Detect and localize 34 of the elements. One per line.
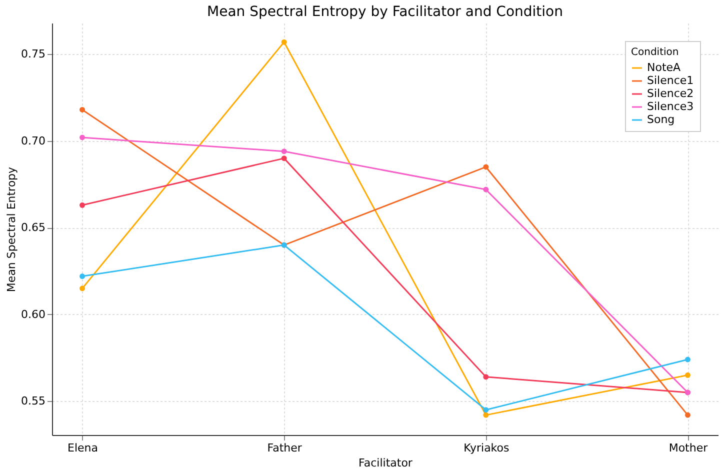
legend-label: Song [647, 113, 675, 126]
y-tick-label: 0.65 [21, 221, 46, 234]
point [483, 412, 489, 418]
y-tick-label: 0.75 [21, 48, 46, 61]
point [281, 156, 287, 162]
x-tick-label: Elena [68, 442, 98, 454]
legend-label: NoteA [647, 61, 682, 74]
legend-label: Silence3 [647, 100, 694, 113]
y-tick-label: 0.70 [21, 134, 46, 148]
legend-label: Silence1 [647, 74, 694, 87]
y-axis-title: Mean Spectral Entropy [5, 166, 18, 292]
point [80, 202, 86, 208]
point [80, 107, 86, 112]
point [80, 134, 86, 140]
point [483, 407, 489, 413]
point [483, 164, 489, 170]
point [684, 412, 690, 418]
y-tick-label: 0.60 [21, 308, 46, 321]
legend-title: Condition [631, 47, 679, 58]
point [80, 274, 86, 280]
point [684, 372, 690, 378]
x-axis-title: Facilitator [358, 456, 413, 470]
x-tick-label: Kyriakos [464, 442, 510, 454]
y-tick-label: 0.55 [21, 394, 46, 408]
point [281, 148, 287, 154]
point [80, 286, 86, 292]
point [483, 186, 489, 192]
legend-label: Silence2 [647, 87, 694, 100]
x-tick-label: Mother [668, 442, 708, 454]
point [281, 39, 287, 45]
chart-title: Mean Spectral Entropy by Facilitator and Condition [207, 4, 563, 20]
point [483, 374, 489, 380]
point [684, 356, 690, 362]
x-tick-label: Father [267, 442, 302, 454]
